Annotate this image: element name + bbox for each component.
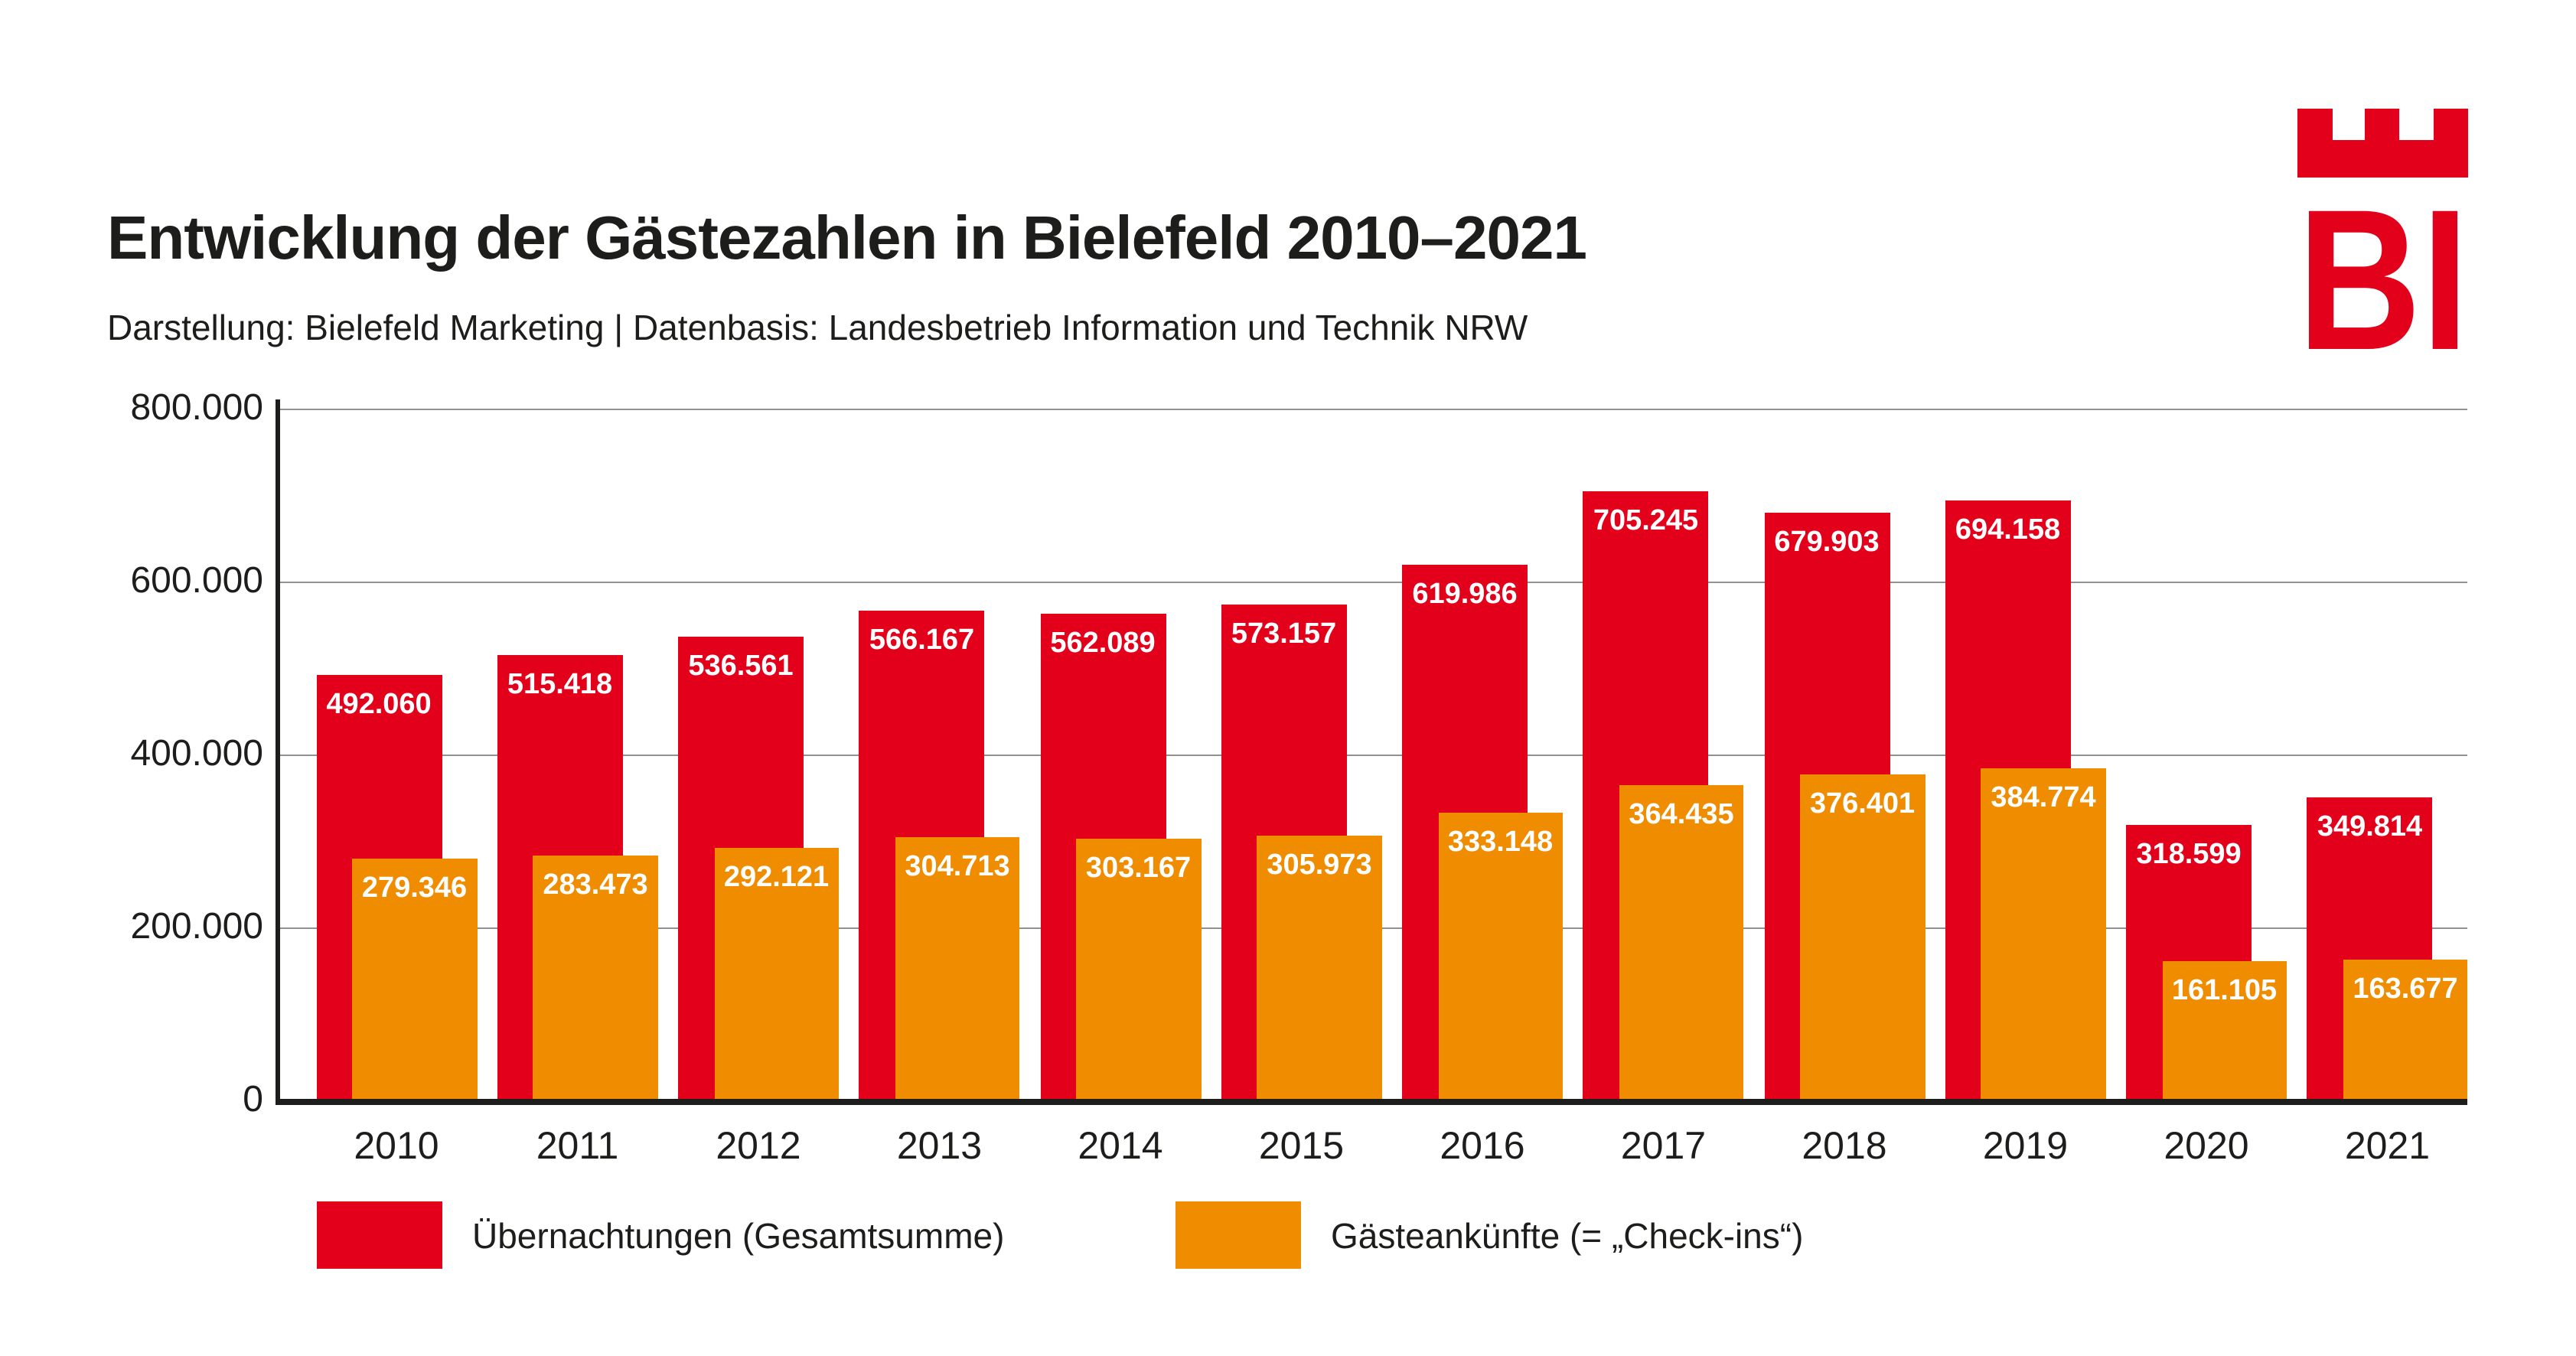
x-axis-label-2019: 2019: [1982, 1125, 2069, 1168]
bar-value-label-2017: 705.245: [1593, 504, 1699, 537]
y-axis-label-400.000: 400.000: [130, 733, 263, 774]
bar-value-label-2021: 349.814: [2317, 811, 2423, 844]
bar-gaesteankuenfte-2021: 163.677: [2343, 959, 2468, 1100]
bar-value-label-2017: 364.435: [1629, 799, 1734, 832]
bar-value-label-2018: 679.903: [1774, 526, 1880, 559]
bar-value-label-2011: 283.473: [543, 869, 648, 901]
bar-value-label-2019: 384.774: [1991, 781, 2096, 814]
x-axis-label-2014: 2014: [1078, 1125, 1163, 1168]
logo-letters: BI: [2297, 168, 2469, 350]
x-axis-label-2017: 2017: [1620, 1125, 1707, 1168]
bar-gaesteankuenfte-2012: 292.121: [714, 847, 839, 1100]
gridline-400.000: [277, 755, 2467, 756]
page-title: Entwicklung der Gästezahlen in Bielefeld…: [107, 205, 1587, 272]
bar-value-label-2014: 562.089: [1050, 627, 1156, 660]
bar-value-label-2019: 694.158: [1955, 513, 2061, 546]
bar-gaesteankuenfte-2018: 376.401: [1800, 774, 1925, 1100]
y-axis-line: [276, 399, 280, 1105]
bar-gaesteankuenfte-2015: 305.973: [1257, 836, 1382, 1100]
bar-value-label-2010: 492.060: [326, 688, 432, 721]
bar-gaesteankuenfte-2016: 333.148: [1438, 812, 1563, 1100]
x-axis-label-2011: 2011: [536, 1125, 619, 1168]
bar-gaesteankuenfte-2017: 364.435: [1619, 785, 1744, 1100]
legend-label-gaesteankuenfte: Gästeankünfte (= „Check-ins“): [1331, 1216, 1804, 1256]
bar-value-label-2013: 566.167: [869, 624, 975, 657]
x-axis-label-2016: 2016: [1440, 1125, 1525, 1168]
x-axis-label-2020: 2020: [2164, 1125, 2249, 1168]
bar-value-label-2016: 333.148: [1447, 826, 1554, 859]
bar-value-label-2012: 536.561: [688, 650, 794, 683]
bielefeld-logo: BI: [2297, 109, 2469, 350]
gridline-800.000: [277, 409, 2467, 410]
bar-gaesteankuenfte-2019: 384.774: [1981, 768, 2106, 1100]
bar-gaesteankuenfte-2010: 279.346: [352, 859, 477, 1100]
x-axis-label-2018: 2018: [1802, 1125, 1887, 1168]
bar-value-label-2013: 304.713: [905, 850, 1010, 883]
legend-swatch-gaesteankuenfte: [1175, 1201, 1300, 1269]
bar-value-label-2020: 161.105: [2171, 974, 2278, 1007]
page-subtitle: Darstellung: Bielefeld Marketing | Daten…: [107, 308, 1528, 347]
legend-label-uebernachtungen: Übernachtungen (Gesamtsumme): [472, 1216, 1005, 1256]
castle-battlement-icon: [2297, 109, 2468, 178]
bar-value-label-2020: 318.599: [2136, 838, 2242, 871]
gridline-600.000: [277, 582, 2467, 583]
x-axis-label-2012: 2012: [716, 1125, 801, 1168]
x-axis-label-2010: 2010: [354, 1125, 439, 1168]
y-axis-label-600.000: 600.000: [130, 560, 263, 601]
bar-value-label-2015: 305.973: [1267, 849, 1372, 882]
bar-gaesteankuenfte-2020: 161.105: [2162, 960, 2287, 1100]
x-axis-label-2021: 2021: [2344, 1125, 2431, 1168]
legend-swatch-uebernachtungen: [316, 1201, 442, 1269]
bar-value-label-2011: 515.418: [507, 668, 613, 701]
bar-gaesteankuenfte-2011: 283.473: [533, 855, 658, 1100]
bar-value-label-2016: 619.986: [1412, 578, 1518, 611]
bar-value-label-2015: 573.157: [1231, 618, 1337, 651]
bar-gaesteankuenfte-2013: 304.713: [895, 836, 1020, 1100]
x-axis-label-2015: 2015: [1258, 1125, 1345, 1168]
bar-value-label-2014: 303.167: [1085, 852, 1192, 885]
x-axis-line: [276, 1098, 2467, 1104]
y-axis-label-0: 0: [243, 1079, 263, 1120]
bar-value-label-2012: 292.121: [723, 861, 830, 894]
x-axis-label-2013: 2013: [896, 1125, 983, 1168]
bar-gaesteankuenfte-2014: 303.167: [1076, 838, 1201, 1100]
y-axis-label-800.000: 800.000: [130, 387, 263, 429]
bar-value-label-2010: 279.346: [361, 872, 468, 905]
bar-value-label-2018: 376.401: [1809, 788, 1916, 821]
bar-value-label-2021: 163.677: [2353, 973, 2458, 1006]
y-axis-label-200.000: 200.000: [130, 906, 263, 947]
